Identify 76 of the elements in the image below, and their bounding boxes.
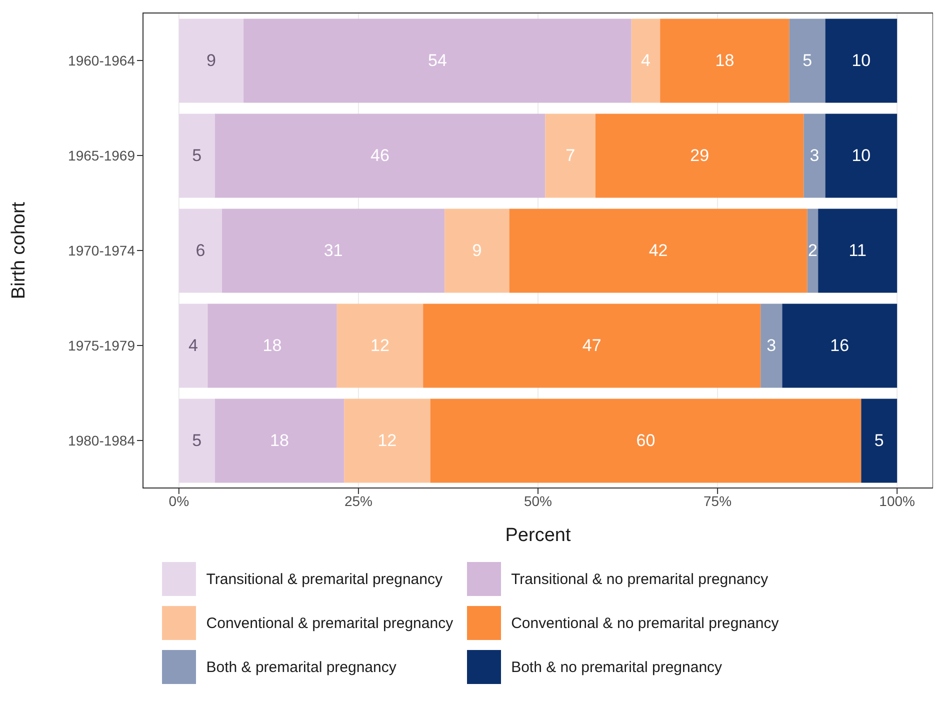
data-label: 4 bbox=[640, 51, 650, 70]
bar bbox=[178, 398, 215, 483]
bar bbox=[423, 304, 761, 388]
bar bbox=[861, 398, 898, 483]
data-label: 9 bbox=[472, 241, 482, 260]
bar bbox=[825, 18, 898, 103]
data-label: 12 bbox=[370, 336, 390, 356]
data-label: 12 bbox=[378, 431, 397, 450]
data-label: 2 bbox=[808, 241, 818, 260]
data-label: 3 bbox=[810, 146, 820, 166]
bar bbox=[631, 18, 660, 103]
bar bbox=[825, 114, 898, 198]
legend-label: Both & no premarital pregnancy bbox=[511, 658, 722, 676]
bar bbox=[214, 398, 344, 483]
x-tick-label: 100% bbox=[879, 492, 915, 509]
data-label: 31 bbox=[324, 241, 343, 260]
y-tick-label: 1960-1964 bbox=[68, 52, 136, 68]
bar bbox=[660, 18, 790, 103]
data-label: 18 bbox=[270, 431, 289, 450]
x-tick-label: 75% bbox=[704, 492, 732, 509]
legend-label: Both & premarital pregnancy bbox=[206, 658, 396, 676]
legend-label: Conventional & premarital pregnancy bbox=[206, 614, 454, 632]
y-tick-label: 1970-1974 bbox=[68, 242, 136, 258]
bar bbox=[178, 304, 208, 388]
data-label: 7 bbox=[566, 146, 576, 166]
y-axis-title: Birth cohort bbox=[8, 201, 30, 300]
data-label: 42 bbox=[648, 241, 668, 260]
data-label: 29 bbox=[690, 146, 710, 166]
data-label: 46 bbox=[370, 146, 390, 166]
bar bbox=[545, 114, 596, 198]
bar bbox=[222, 208, 445, 293]
bar bbox=[344, 398, 430, 483]
bar bbox=[818, 208, 898, 293]
data-label: 10 bbox=[852, 51, 871, 70]
bar bbox=[178, 114, 215, 198]
data-label: 18 bbox=[262, 336, 282, 356]
legend-label: Transitional & premarital pregnancy bbox=[206, 570, 442, 588]
bar bbox=[760, 304, 782, 388]
bar bbox=[178, 208, 222, 293]
data-label: 3 bbox=[766, 336, 776, 356]
bar bbox=[244, 18, 632, 103]
bar bbox=[804, 114, 826, 198]
bar bbox=[595, 114, 804, 198]
bar bbox=[430, 398, 862, 483]
data-label: 54 bbox=[428, 51, 447, 70]
bar bbox=[178, 18, 244, 103]
bar bbox=[509, 208, 808, 293]
data-label: 16 bbox=[830, 336, 850, 356]
y-tick-label: 1965-1969 bbox=[68, 147, 136, 164]
data-label: 10 bbox=[852, 146, 871, 166]
data-label: 5 bbox=[192, 431, 202, 450]
data-label: 5 bbox=[802, 51, 812, 70]
bar bbox=[444, 208, 510, 293]
y-tick-label: 1975-1979 bbox=[68, 337, 136, 354]
bar bbox=[789, 18, 826, 103]
bar bbox=[807, 208, 818, 293]
bar bbox=[208, 304, 337, 388]
data-label: 6 bbox=[196, 241, 206, 260]
legend-label: Transitional & no premarital pregnancy bbox=[511, 570, 768, 588]
legend-label: Conventional & no premarital pregnancy bbox=[511, 614, 779, 632]
x-tick-label: 0% bbox=[168, 492, 190, 509]
data-label: 18 bbox=[715, 51, 734, 70]
bar bbox=[336, 304, 424, 388]
x-axis-title: Percent bbox=[505, 525, 572, 546]
data-label: 11 bbox=[848, 241, 866, 260]
bar bbox=[782, 304, 898, 388]
x-tick-label: 25% bbox=[344, 492, 372, 509]
y-tick-label: 1980-1984 bbox=[68, 432, 136, 448]
data-label: 5 bbox=[192, 146, 202, 166]
data-label: 5 bbox=[874, 431, 884, 450]
data-label: 47 bbox=[582, 336, 602, 356]
data-label: 60 bbox=[636, 431, 656, 450]
x-tick-label: 50% bbox=[524, 492, 552, 509]
data-label: 9 bbox=[206, 51, 216, 70]
bar bbox=[214, 114, 546, 198]
data-label: 4 bbox=[188, 336, 198, 356]
